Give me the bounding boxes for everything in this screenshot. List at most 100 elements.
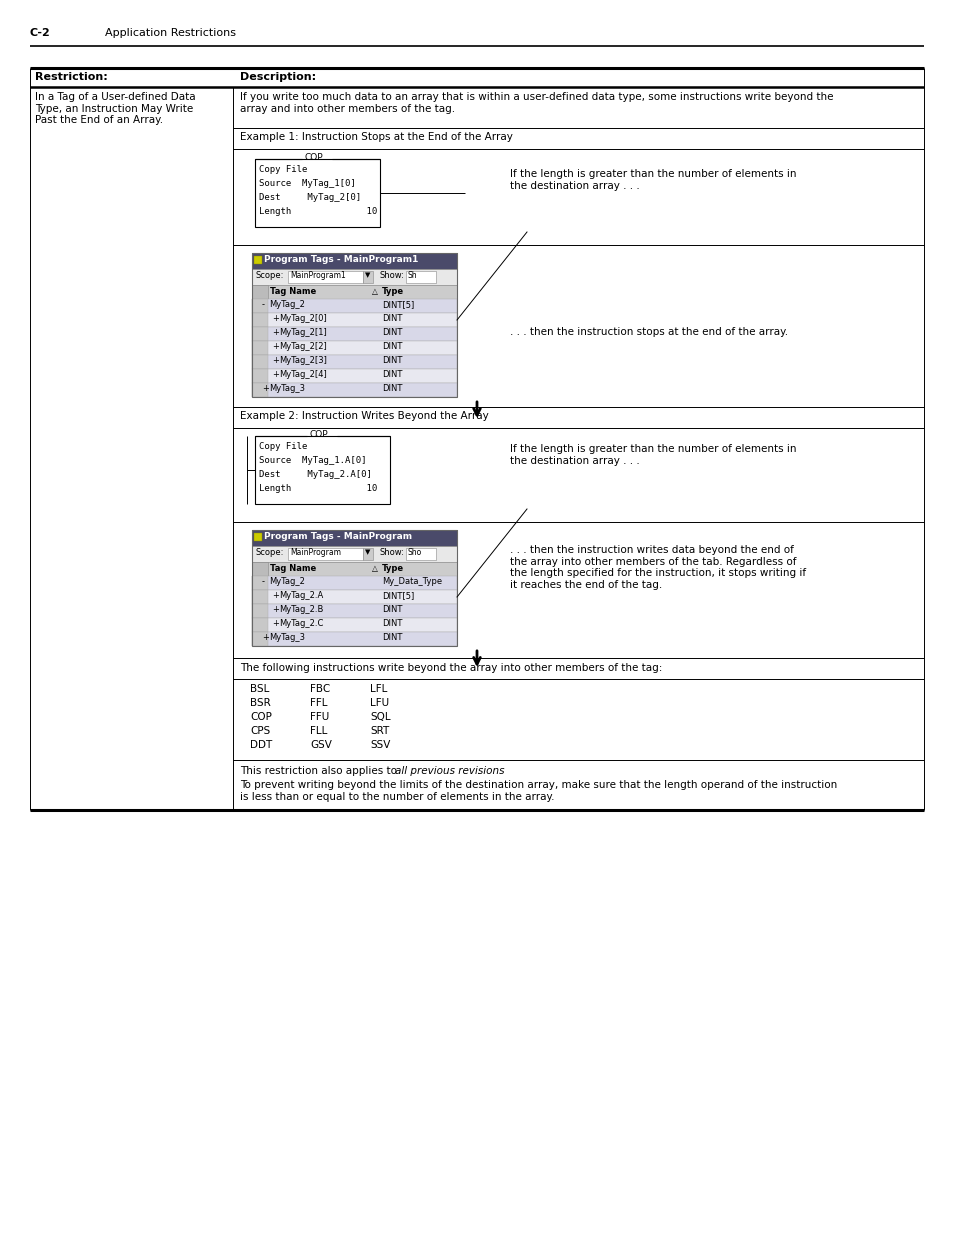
Bar xyxy=(254,159,379,227)
Bar xyxy=(252,562,268,576)
Bar xyxy=(252,369,268,383)
Text: Program Tags - MainProgram1: Program Tags - MainProgram1 xyxy=(264,254,418,264)
Bar xyxy=(288,270,363,283)
Text: FLL: FLL xyxy=(310,726,327,736)
Bar xyxy=(252,253,456,269)
Text: MyTag_2.C: MyTag_2.C xyxy=(278,619,323,629)
Text: MainProgram: MainProgram xyxy=(290,548,340,557)
Text: +: + xyxy=(262,634,269,642)
Text: +: + xyxy=(272,370,278,379)
Bar xyxy=(252,530,456,646)
Bar xyxy=(252,327,268,341)
Text: +: + xyxy=(272,342,278,351)
Text: MyTag_3: MyTag_3 xyxy=(269,634,305,642)
Bar xyxy=(252,299,268,312)
Text: +: + xyxy=(272,592,278,600)
Bar xyxy=(252,269,456,285)
Bar xyxy=(252,590,268,604)
Text: DDT: DDT xyxy=(250,740,272,750)
Text: MyTag_2[3]: MyTag_2[3] xyxy=(278,356,327,366)
Text: Tag Name: Tag Name xyxy=(270,564,315,573)
Text: MyTag_2[2]: MyTag_2[2] xyxy=(278,342,327,351)
Text: My_Data_Type: My_Data_Type xyxy=(381,577,441,585)
Bar xyxy=(252,354,456,369)
Text: LFU: LFU xyxy=(370,698,389,708)
Bar xyxy=(252,285,268,299)
Text: Scope:: Scope: xyxy=(255,548,284,557)
Text: Length              10: Length 10 xyxy=(258,484,376,493)
Text: Type: Type xyxy=(381,287,404,296)
Text: C-2: C-2 xyxy=(30,28,51,38)
Text: Example 2: Instruction Writes Beyond the Array: Example 2: Instruction Writes Beyond the… xyxy=(240,411,488,421)
Bar xyxy=(363,270,373,283)
Bar xyxy=(252,341,456,354)
Text: DINT[5]: DINT[5] xyxy=(381,300,414,309)
Text: Show:: Show: xyxy=(379,548,404,557)
Bar xyxy=(252,299,456,312)
Text: ▼: ▼ xyxy=(365,550,370,555)
Text: Scope:: Scope: xyxy=(255,270,284,280)
Text: BSL: BSL xyxy=(250,684,269,694)
Bar xyxy=(252,312,268,327)
Text: SSV: SSV xyxy=(370,740,390,750)
Bar xyxy=(252,383,456,396)
Text: GSV: GSV xyxy=(310,740,332,750)
Text: -: - xyxy=(262,577,265,585)
Text: +: + xyxy=(272,314,278,324)
Text: ▼: ▼ xyxy=(365,272,370,278)
Bar xyxy=(252,632,268,646)
Bar xyxy=(252,618,456,632)
Text: .: . xyxy=(476,766,480,776)
Text: DINT[5]: DINT[5] xyxy=(381,592,414,600)
Text: +: + xyxy=(272,356,278,366)
Text: Application Restrictions: Application Restrictions xyxy=(105,28,235,38)
Text: MyTag_2.B: MyTag_2.B xyxy=(278,605,323,614)
Text: COP: COP xyxy=(305,153,323,162)
Text: . . . then the instruction stops at the end of the array.: . . . then the instruction stops at the … xyxy=(510,327,787,337)
Bar xyxy=(252,354,268,369)
Bar xyxy=(252,341,268,354)
Bar xyxy=(252,576,456,590)
Text: This restriction also applies to: This restriction also applies to xyxy=(240,766,400,776)
Text: +: + xyxy=(272,605,278,614)
Text: all previous revisions: all previous revisions xyxy=(395,766,504,776)
Bar xyxy=(252,369,456,383)
Text: CPS: CPS xyxy=(250,726,270,736)
Text: MyTag_2: MyTag_2 xyxy=(269,300,305,309)
Text: Copy File: Copy File xyxy=(258,442,307,451)
Text: Description:: Description: xyxy=(240,72,315,82)
Text: If the length is greater than the number of elements in
the destination array . : If the length is greater than the number… xyxy=(510,169,796,190)
Text: LFL: LFL xyxy=(370,684,387,694)
Bar xyxy=(254,436,390,504)
Text: Length              10: Length 10 xyxy=(258,207,376,216)
Text: Copy File: Copy File xyxy=(258,165,307,174)
Text: Dest     MyTag_2[0]: Dest MyTag_2[0] xyxy=(258,193,361,203)
Bar xyxy=(252,590,456,604)
Text: Source  MyTag_1[0]: Source MyTag_1[0] xyxy=(258,179,355,188)
Text: COP: COP xyxy=(250,713,272,722)
Text: FBC: FBC xyxy=(310,684,330,694)
Text: . . . then the instruction writes data beyond the end of
the array into other me: . . . then the instruction writes data b… xyxy=(510,545,805,590)
Text: If you write too much data to an array that is within a user-defined data type, : If you write too much data to an array t… xyxy=(240,91,833,114)
Bar xyxy=(252,383,268,396)
Text: Sh: Sh xyxy=(408,270,417,280)
Bar xyxy=(252,632,456,646)
Text: MyTag_2[4]: MyTag_2[4] xyxy=(278,370,327,379)
Bar xyxy=(252,604,268,618)
Text: DINT: DINT xyxy=(381,314,402,324)
Text: +: + xyxy=(262,384,269,393)
Text: MyTag_2: MyTag_2 xyxy=(269,577,305,585)
Text: DINT: DINT xyxy=(381,329,402,337)
Text: △: △ xyxy=(372,564,377,573)
Text: MyTag_2[1]: MyTag_2[1] xyxy=(278,329,327,337)
Bar xyxy=(252,530,456,546)
Bar xyxy=(252,312,456,327)
Bar xyxy=(363,548,373,559)
Text: FFU: FFU xyxy=(310,713,329,722)
Text: Tag Name: Tag Name xyxy=(270,287,315,296)
Text: Restriction:: Restriction: xyxy=(35,72,108,82)
Text: Example 1: Instruction Stops at the End of the Array: Example 1: Instruction Stops at the End … xyxy=(240,132,513,142)
Text: MyTag_2[0]: MyTag_2[0] xyxy=(278,314,327,324)
Bar xyxy=(252,327,456,341)
Bar xyxy=(406,270,436,283)
